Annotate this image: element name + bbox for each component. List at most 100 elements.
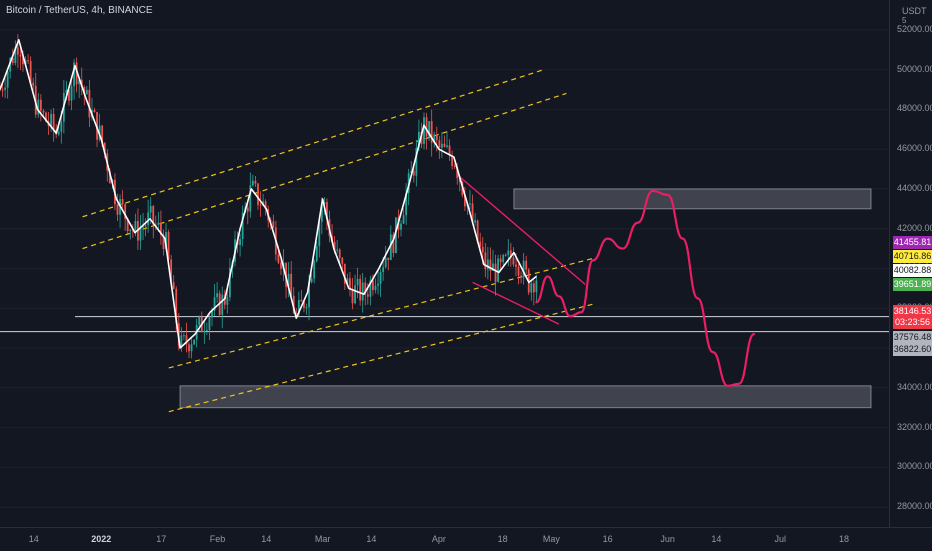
price-label-tag[interactable]: 40082.88 (893, 264, 932, 277)
candle-body (509, 250, 512, 258)
price-label-tag[interactable]: 03:23:56 (893, 316, 932, 329)
candle-body (205, 329, 208, 331)
candle-body (520, 275, 522, 278)
candle-body (402, 215, 405, 224)
projection-curve[interactable] (535, 189, 756, 387)
candle-body (494, 263, 497, 282)
price-label-tag[interactable]: 36822.60 (893, 343, 932, 356)
candle-body (315, 246, 318, 262)
time-tick-label: 18 (838, 534, 849, 544)
moving-average-line[interactable] (0, 39, 537, 349)
candle-body (392, 234, 395, 254)
candle-body (435, 134, 438, 141)
candle-body (249, 185, 252, 212)
candle-body (336, 249, 339, 251)
candle-body (440, 143, 443, 148)
candle-body (221, 294, 224, 315)
time-tick-label: Jun (660, 534, 675, 544)
candle-body (22, 56, 24, 65)
candle-body (295, 313, 298, 315)
candle-body (216, 293, 219, 298)
candle-body (374, 285, 377, 291)
wedge-line-2[interactable] (472, 281, 560, 325)
candle-body (83, 87, 86, 95)
time-tick-label: 18 (497, 534, 508, 544)
candle-body (303, 301, 305, 308)
candle-body (499, 258, 502, 263)
candle-body (479, 241, 482, 248)
candle-body (6, 71, 9, 88)
candle-body (446, 145, 448, 147)
channel-line-1[interactable] (82, 69, 545, 218)
price-label-tag[interactable]: 38146.53 (893, 305, 932, 318)
candle-body (60, 121, 63, 132)
candle-body (228, 267, 231, 298)
candle-body (193, 339, 196, 345)
chart-canvas[interactable] (0, 0, 889, 527)
candle-body (489, 259, 492, 271)
candle-body (484, 252, 487, 270)
candle-body (333, 241, 336, 251)
candle-body (167, 232, 170, 260)
candle-body (395, 217, 397, 254)
candle-body (124, 204, 127, 219)
candle-body (85, 89, 88, 95)
candle-body (157, 222, 160, 225)
price-label-tag[interactable]: 40716.86 (893, 250, 932, 263)
candle-body (372, 280, 374, 291)
candle-body (453, 165, 456, 167)
candle-body (241, 212, 244, 240)
candle-body (280, 262, 282, 269)
time-axis[interactable] (0, 527, 932, 551)
candle-body (507, 250, 510, 256)
time-tick-label: 14 (28, 534, 39, 544)
candle-body (341, 257, 344, 264)
candle-body (272, 221, 275, 228)
candle-body (292, 295, 295, 314)
candle-body (351, 288, 354, 304)
candle-body (343, 263, 346, 284)
candle-body (14, 47, 17, 64)
candle-body (259, 204, 262, 206)
candle-body (170, 259, 173, 283)
candle-body (471, 203, 474, 223)
candle-body (45, 112, 47, 122)
candle-body (448, 145, 451, 156)
price-tick-label: 28000.00 (897, 501, 932, 512)
candle-body (70, 86, 73, 101)
candle-body (382, 267, 385, 273)
channel-line-3[interactable] (168, 257, 593, 369)
wedge-line-1[interactable] (457, 174, 586, 285)
time-tick-label: 14 (366, 534, 377, 544)
price-label-tag[interactable]: 39651.89 (893, 278, 932, 291)
candle-body (211, 310, 213, 318)
candle-body (19, 54, 22, 57)
candle-body (208, 317, 211, 330)
candle-body (423, 117, 425, 144)
candle-body (142, 226, 144, 228)
candle-body (369, 280, 372, 297)
candle-body (42, 110, 45, 113)
candle-body (9, 58, 12, 72)
candle-body (16, 47, 19, 55)
candle-body (532, 283, 535, 293)
candle-body (246, 207, 249, 212)
candle-body (129, 229, 132, 232)
candle-body (300, 299, 303, 302)
price-tick-label: 46000.00 (897, 143, 932, 154)
candle-body (160, 222, 162, 235)
price-axis[interactable] (889, 0, 932, 527)
price-label-tag[interactable]: 37576.48 (893, 331, 932, 344)
price-label-tag[interactable]: 41455.81 (893, 236, 932, 249)
candle-body (251, 180, 254, 186)
candle-body (175, 288, 178, 324)
candle-body (88, 89, 91, 118)
candle-body (305, 307, 308, 309)
supply-zone-2[interactable] (179, 385, 872, 409)
price-tick-label: 52000.00 (897, 23, 932, 34)
channel-line-2[interactable] (82, 92, 567, 250)
supply-zone-1[interactable] (513, 188, 872, 210)
candle-body (190, 344, 193, 352)
channel-line-4[interactable] (168, 303, 593, 413)
